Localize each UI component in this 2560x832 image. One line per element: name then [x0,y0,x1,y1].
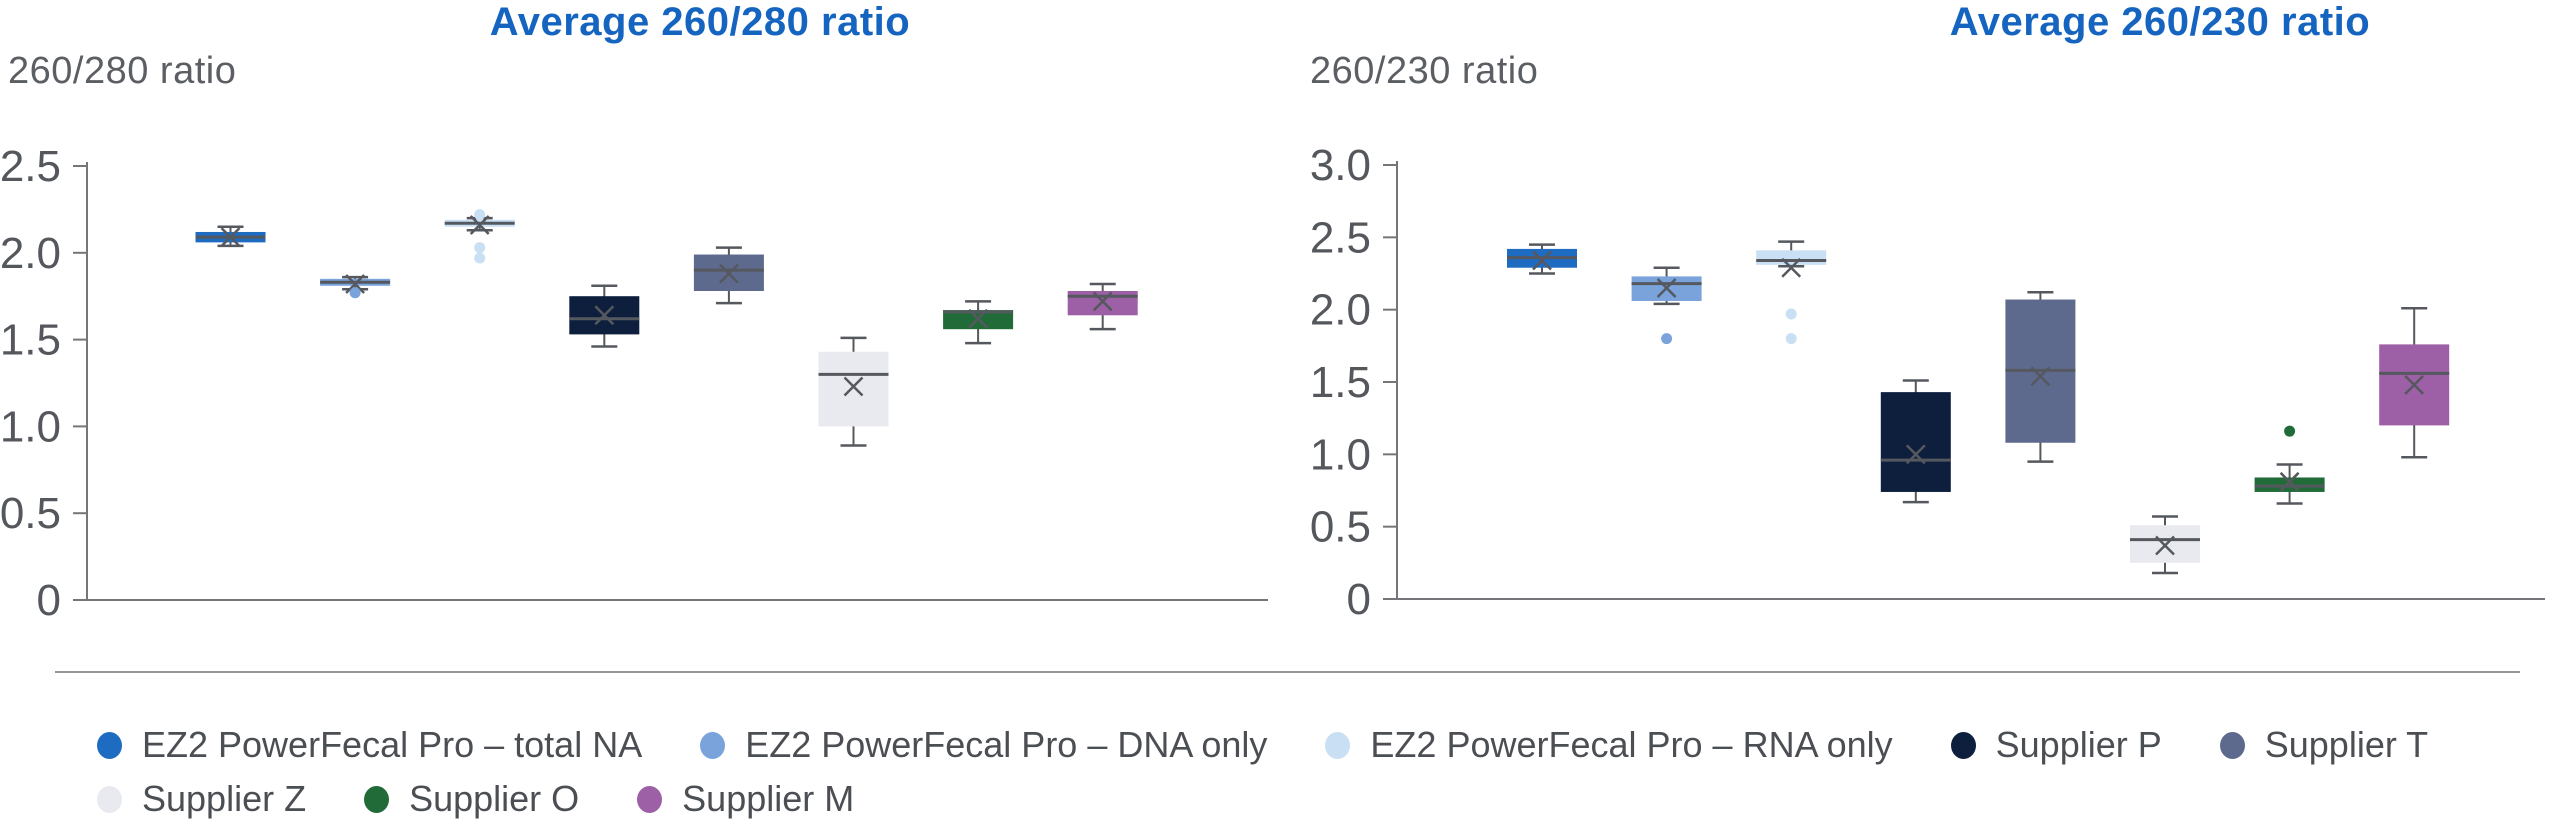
box-series [2254,425,2325,505]
legend-color-dot [2219,731,2245,759]
outlier-dot [1661,333,1673,345]
y-tick-label: 1.5 [0,316,61,365]
chart2-y-axis-label: 260/230 ratio [1310,50,1539,92]
legend-item: EZ2 PowerFecal Pro – DNA only [700,724,1267,766]
legend-item-label: Supplier P [1995,724,2162,765]
box-series [1067,282,1138,331]
y-tick-label: 2.5 [1310,213,1371,262]
legend-item: EZ2 PowerFecal Pro – RNA only [1325,724,1893,766]
legend-item-label: Supplier Z [142,778,307,819]
mean-marker [2030,366,2051,387]
y-tick-label: 0 [37,576,61,625]
legend: EZ2 PowerFecal Pro – total NA EZ2 PowerFe… [97,724,2537,832]
legend-color-dot [97,731,122,759]
y-tick-label: 2.0 [0,229,61,278]
legend-item-label: Supplier M [682,778,855,819]
legend-item-label: EZ2 PowerFecal Pro – total NA [142,724,643,765]
mean-marker [1781,257,1802,278]
outlier-dot [474,252,486,264]
mean-marker [345,274,365,294]
legend-color-dot [637,785,663,813]
y-tick-label: 0.5 [0,489,61,538]
mean-marker [469,215,490,235]
legend-row-2: Supplier Z Supplier O Supplier M [97,778,2537,820]
mean-marker [2155,535,2175,556]
legend-row-1: EZ2 PowerFecal Pro – total NA EZ2 PowerFe… [97,724,2537,766]
legend-color-dot [700,731,726,759]
y-tick-label: 2.5 [0,142,61,191]
outlier-dot [1785,308,1797,320]
mean-marker [843,376,864,397]
mean-marker [719,263,739,284]
box-series [1756,240,1827,345]
box-series [2005,291,2076,463]
box [1880,392,1951,492]
box [1756,250,1827,265]
box [818,351,889,427]
mean-marker [220,227,241,248]
y-tick-label: 1.0 [0,402,61,451]
mean-marker [1656,278,1677,298]
box-series [1880,379,1951,504]
mean-marker [1532,250,1552,271]
box-series [943,300,1014,345]
outlier-dot [1785,333,1797,345]
mean-marker [2279,471,2300,492]
mean-marker [594,305,615,326]
legend-item-label: EZ2 PowerFecal Pro – DNA only [745,724,1268,765]
chart2-title: Average 260/230 ratio [1949,0,2371,44]
legend-item: Supplier Z [97,778,306,820]
box-series [2379,306,2450,459]
legend-color-dot [1325,731,1351,759]
box-series [444,209,515,264]
box-series [693,246,764,305]
box-series [1507,243,1577,275]
legend-item: Supplier M [637,778,854,820]
y-tick-label: 2.0 [1310,286,1371,335]
box-series [818,336,889,447]
legend-color-dot [364,785,390,813]
y-tick-label: 3.0 [1310,141,1371,190]
chart1-y-axis-label: 260/280 ratio [8,50,237,92]
y-tick-label: 1.0 [1310,430,1371,479]
box-series [2130,515,2200,575]
y-tick-label: 0.5 [1310,503,1371,552]
legend-color-dot [1950,731,1976,759]
box-series [320,274,391,299]
box-series [195,225,266,248]
y-tick-label: 1.5 [1310,358,1371,407]
legend-item: EZ2 PowerFecal Pro – total NA [97,724,642,766]
legend-item: Supplier T [2219,724,2429,766]
box-series [569,284,640,348]
mean-marker [1092,291,1113,312]
legend-item-label: EZ2 PowerFecal Pro – RNA only [1370,724,1893,765]
legend-item-label: Supplier O [409,778,580,819]
mean-marker [968,308,988,329]
mean-marker [1905,444,1926,465]
chart1-title: Average 260/280 ratio [489,0,911,44]
boxplot-canvas: 2.5 2.0 1.5 1.0 0.5 0 3.0 2.5 2.0 1.5 1.0 0.5 0 [0,141,2545,625]
outlier-dot [474,242,486,254]
box-series [1631,266,1702,345]
y-tick-label: 0 [1347,575,1371,624]
outlier-dot [349,287,361,299]
legend-item: Supplier P [1950,724,2162,766]
legend-item-label: Supplier T [2264,724,2429,765]
outlier-dot [474,209,486,221]
legend-item: Supplier O [364,778,579,820]
outlier-dot [2284,425,2296,437]
legend-color-dot [97,785,122,813]
mean-marker [2404,375,2425,395]
legend-divider [55,671,2520,673]
